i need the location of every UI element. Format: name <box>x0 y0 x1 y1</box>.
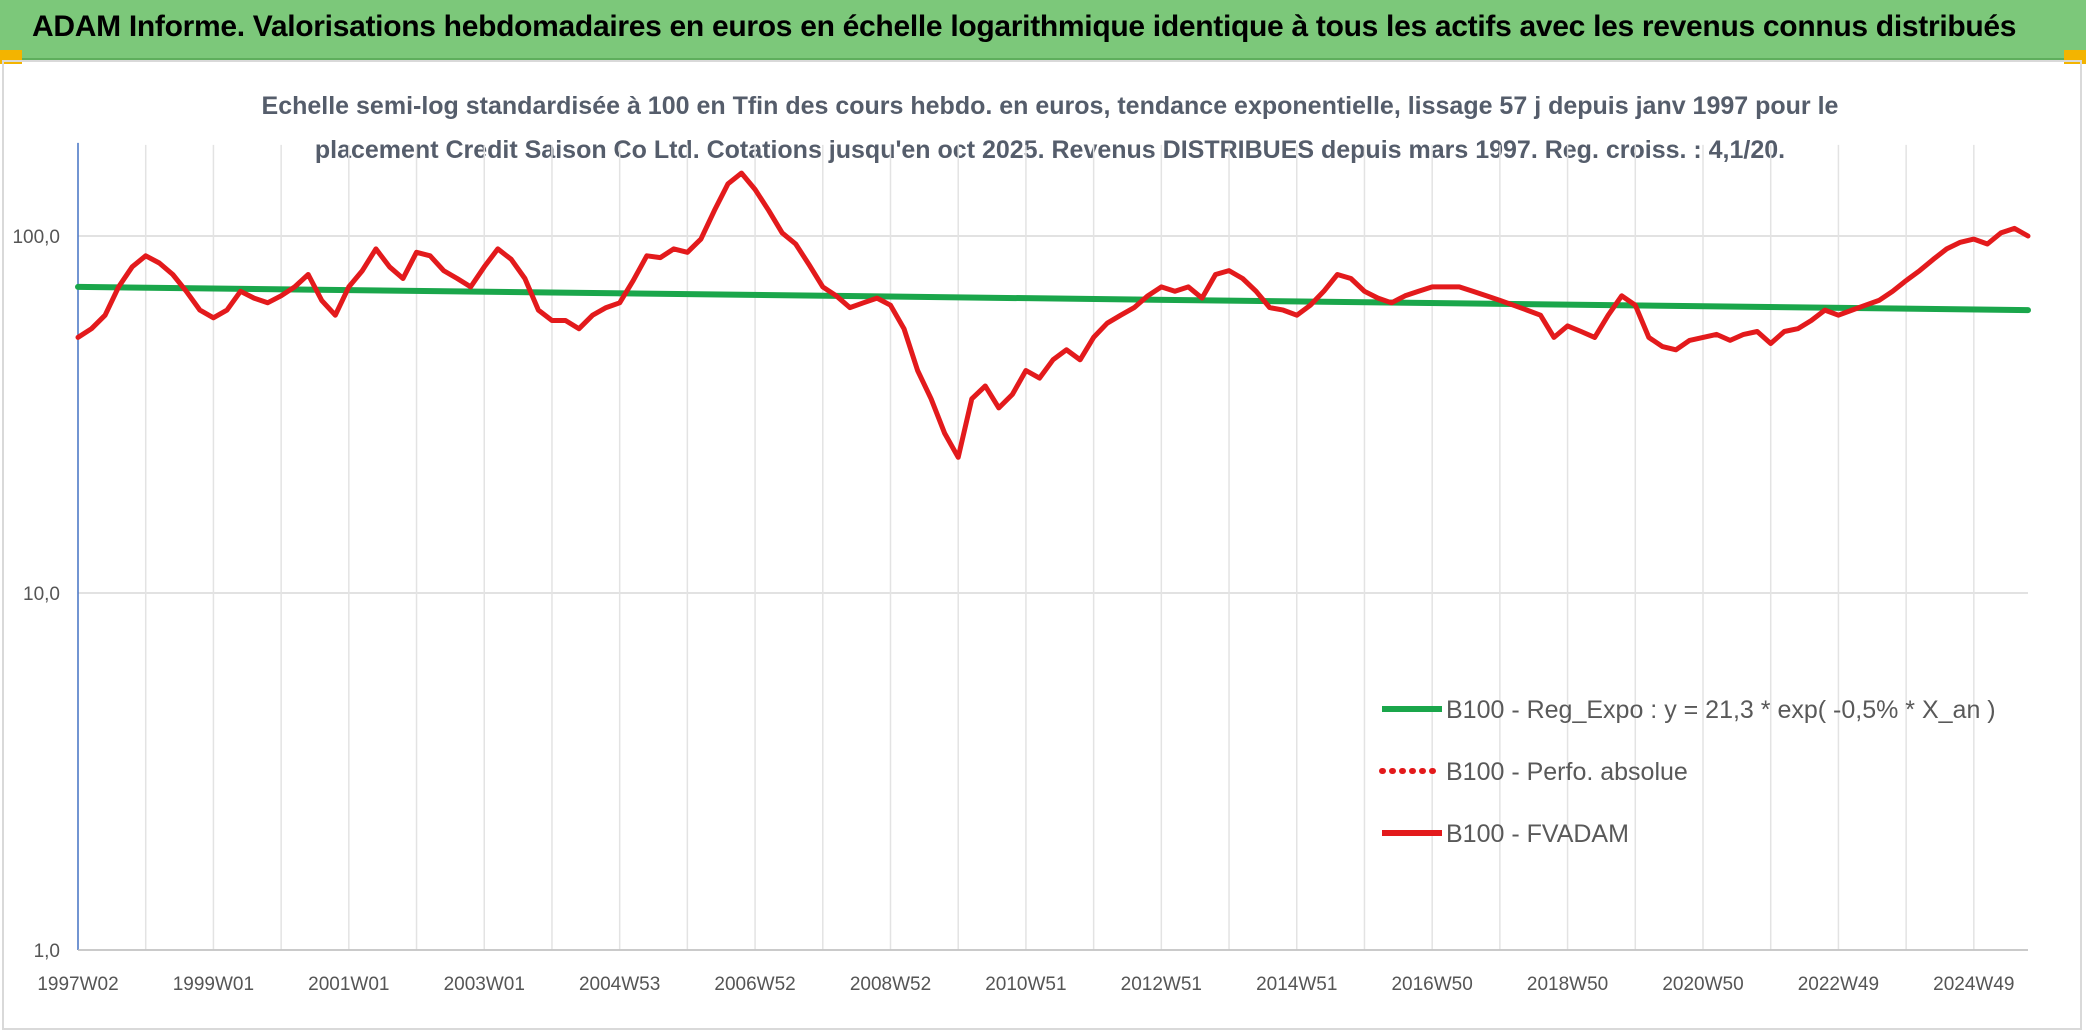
x-tick-label: 1997W02 <box>37 974 118 995</box>
report-title: ADAM Informe. Valorisations hebdomadaire… <box>32 10 2017 43</box>
x-tick-label: 2006W52 <box>714 974 795 995</box>
chart-title-line-2: placement Credit Saison Co Ltd. Cotation… <box>314 136 1786 164</box>
series-line-3 <box>75 170 2031 460</box>
x-tick-label: 2012W51 <box>1121 974 1202 995</box>
x-tick-label: 2016W50 <box>1391 974 1472 995</box>
x-tick-label: 2001W01 <box>308 974 389 995</box>
chart-frame <box>2 60 2082 1030</box>
y-tick-label: 1,0 <box>34 941 60 962</box>
x-tick-label: 1999W01 <box>173 974 254 995</box>
x-tick-label: 2008W52 <box>850 974 931 995</box>
trend-line <box>75 283 2031 314</box>
chart-title: Echelle semi-log standardisée à 100 en T… <box>250 84 1850 172</box>
x-tick-label: 2022W49 <box>1798 974 1879 995</box>
x-tick-label: 2020W50 <box>1662 974 1743 995</box>
legend-label: B100 - Reg_Expo : y = 21,3 * exp( -0,5% … <box>1446 696 1996 724</box>
legend-label: B100 - FVADAM <box>1446 820 1629 848</box>
y-tick-label: 100,0 <box>12 227 60 248</box>
x-tick-label: 2014W51 <box>1256 974 1337 995</box>
header-banner: ADAM Informe. Valorisations hebdomadaire… <box>0 0 2086 60</box>
x-tick-label: 2003W01 <box>444 974 525 995</box>
x-tick-label: 2004W53 <box>579 974 660 995</box>
x-tick-label: 2010W51 <box>985 974 1066 995</box>
chart-title-line-1: Echelle semi-log standardisée à 100 en T… <box>261 92 1839 120</box>
y-tick-label: 10,0 <box>23 584 60 605</box>
x-tick-label: 2018W50 <box>1527 974 1608 995</box>
legend-label: B100 - Perfo. absolue <box>1446 758 1688 786</box>
x-tick-label: 2024W49 <box>1933 974 2014 995</box>
